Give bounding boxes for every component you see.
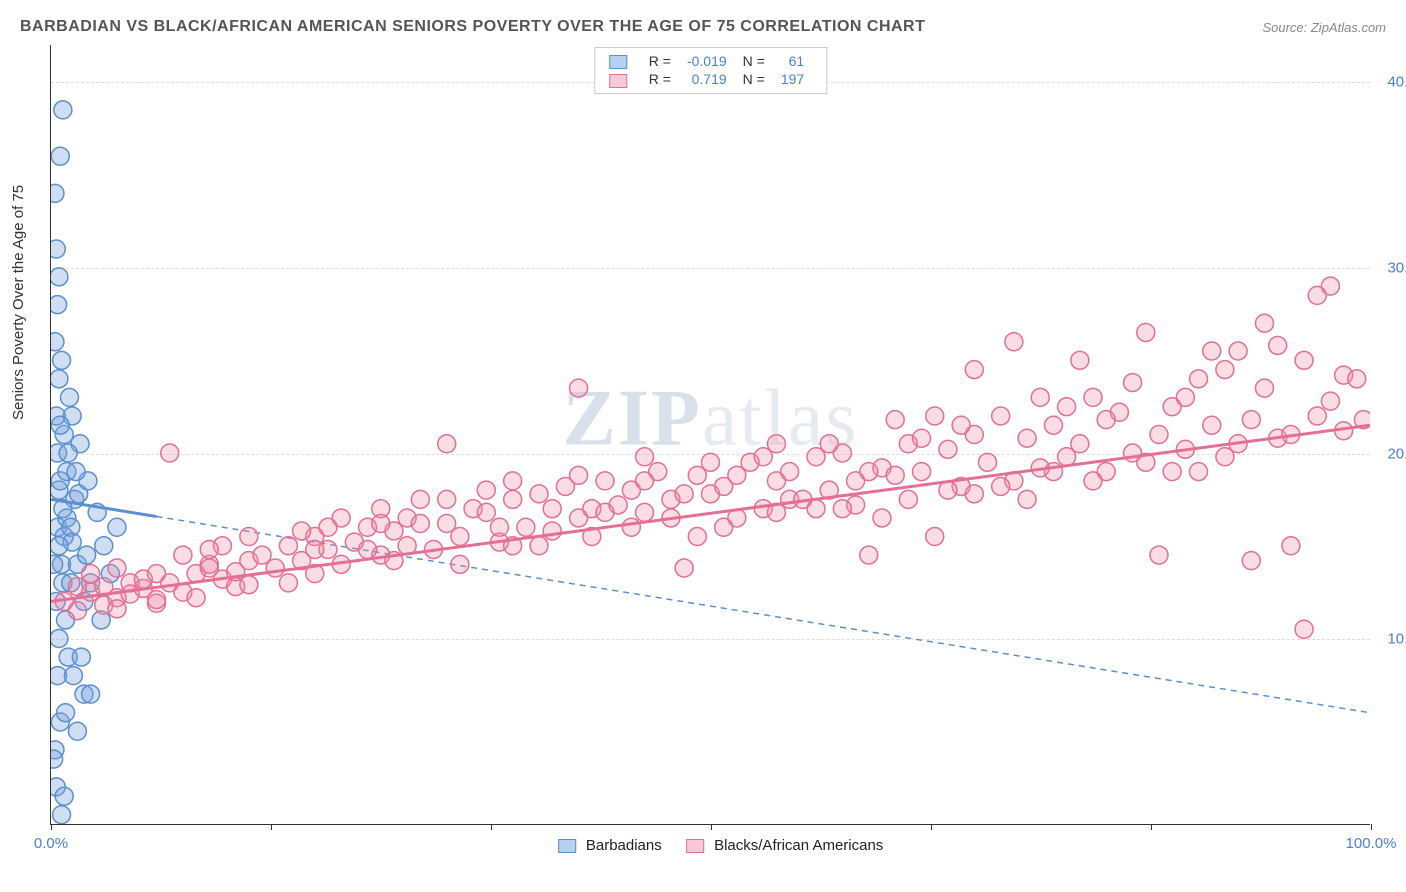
- chart-title: BARBADIAN VS BLACK/AFRICAN AMERICAN SENI…: [20, 18, 925, 36]
- n-value-blacks: 197: [777, 70, 816, 88]
- swatch-barbadians-bottom: [558, 839, 576, 853]
- n-value-barbadians: 61: [777, 52, 816, 70]
- series-label-barbadians: Barbadians: [586, 837, 662, 854]
- x-tick: [51, 824, 52, 830]
- series-label-blacks: Blacks/African Americans: [714, 837, 883, 854]
- x-tick: [271, 824, 272, 830]
- source-label: Source: ZipAtlas.com: [1262, 20, 1386, 35]
- x-tick: [711, 824, 712, 830]
- x-tick: [1371, 824, 1372, 830]
- legend-stats: R = -0.019 N = 61 R = 0.719 N = 197: [594, 47, 827, 94]
- x-tick: [931, 824, 932, 830]
- y-axis-label: Seniors Poverty Over the Age of 75: [10, 185, 27, 420]
- swatch-blacks: [609, 74, 627, 88]
- y-tick-label: 20.0%: [1387, 445, 1406, 462]
- plot-area: ZIPatlas R = -0.019 N = 61 R = 0.719 N =…: [50, 45, 1370, 825]
- y-tick-label: 10.0%: [1387, 631, 1406, 648]
- x-tick: [1151, 824, 1152, 830]
- correlation-chart: BARBADIAN VS BLACK/AFRICAN AMERICAN SENI…: [0, 0, 1406, 892]
- y-tick-label: 30.0%: [1387, 259, 1406, 276]
- plot-svg: [51, 45, 1370, 824]
- swatch-barbadians: [609, 55, 627, 69]
- legend-row-blacks: R = 0.719 N = 197: [605, 70, 816, 88]
- swatch-blacks-bottom: [686, 839, 704, 853]
- legend-series: Barbadians Blacks/African Americans: [538, 837, 884, 854]
- x-tick-label: 100.0%: [1346, 835, 1397, 852]
- x-tick-label: 0.0%: [34, 835, 68, 852]
- r-value-blacks: 0.719: [683, 70, 739, 88]
- legend-row-barbadians: R = -0.019 N = 61: [605, 52, 816, 70]
- r-value-barbadians: -0.019: [683, 52, 739, 70]
- x-tick: [491, 824, 492, 830]
- y-tick-label: 40.0%: [1387, 74, 1406, 91]
